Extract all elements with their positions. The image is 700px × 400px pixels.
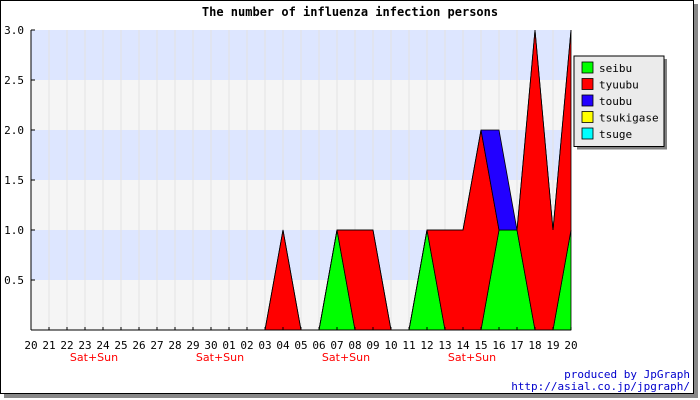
y-tick-label: 3.0 [4,24,24,37]
x-tick-label: 19 [546,339,559,352]
x-tick-label: 29 [186,339,199,352]
x-tick-label: 20 [564,339,577,352]
legend-label-tsuge: tsuge [599,128,632,141]
y-tick-label: 2.5 [4,74,24,87]
x-tick-label: 12 [420,339,433,352]
x-tick-label: 27 [150,339,163,352]
weekend-label: Sat+Sun [322,351,370,364]
x-tick-label: 16 [492,339,505,352]
legend-label-tsukigase: tsukigase [599,112,659,125]
x-tick-label: 28 [168,339,181,352]
x-tick-label: 17 [510,339,523,352]
x-tick-label: 04 [276,339,290,352]
legend-label-seibu: seibu [599,62,632,75]
x-tick-label: 15 [474,339,487,352]
x-tick-label: 01 [222,339,235,352]
x-tick-label: 03 [258,339,271,352]
legend-swatch-tyuubu [581,78,594,90]
weekend-label: Sat+Sun [196,351,244,364]
x-tick-label: 08 [348,339,361,352]
x-tick-label: 13 [438,339,451,352]
legend-label-toubu: toubu [599,95,632,108]
footer-credit: produced by JpGraph [564,368,690,381]
x-tick-label: 25 [114,339,127,352]
legend-swatch-toubu [581,94,594,107]
x-tick-label: 07 [330,339,343,352]
x-tick-label: 11 [402,339,415,352]
y-tick-label: 1.5 [4,174,24,187]
x-tick-label: 18 [528,339,541,352]
x-tick-label: 20 [24,339,37,352]
y-tick-label: 1.0 [4,224,24,237]
x-tick-label: 22 [60,339,73,352]
x-tick-label: 26 [132,339,145,352]
weekend-label: Sat+Sun [70,351,118,364]
x-tick-label: 24 [96,339,110,352]
x-tick-label: 02 [240,339,253,352]
x-tick-label: 06 [312,339,325,352]
legend-label-tyuubu: tyuubu [599,79,639,92]
legend-swatch-tsuge [581,127,594,140]
legend-swatch-tsukigase [581,111,594,123]
legend-swatch-seibu [581,61,594,74]
chart-title: The number of influenza infection person… [202,5,498,19]
x-tick-label: 05 [294,339,307,352]
x-tick-label: 30 [204,339,217,352]
weekend-label: Sat+Sun [448,351,496,364]
y-tick-label: 2.0 [4,124,24,137]
x-tick-label: 23 [78,339,91,352]
x-tick-label: 21 [42,339,55,352]
x-tick-label: 09 [366,339,379,352]
x-tick-label: 14 [456,339,470,352]
x-tick-label: 10 [384,339,397,352]
footer-url[interactable]: http://asial.co.jp/jpgraph/ [511,380,690,393]
y-tick-label: 0.5 [4,274,24,287]
